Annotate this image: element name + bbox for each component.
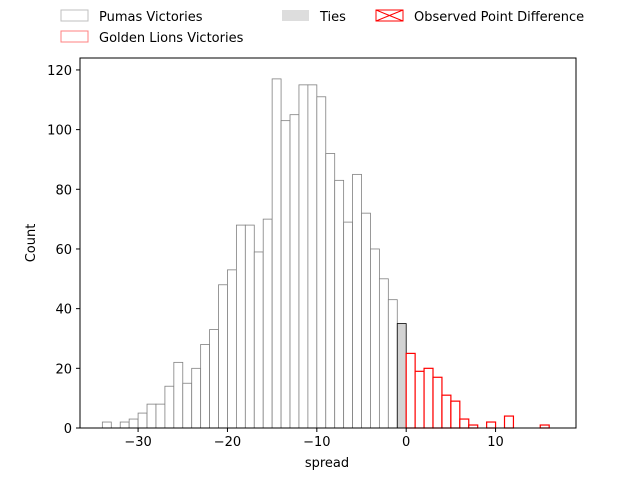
bar-pumas-victories--12 [298,84,309,429]
bar-pumas-victories--7 [343,221,353,429]
bar-pumas-victories--9 [325,153,336,429]
bar-pumas-victories--15 [271,78,282,429]
legend-swatch-ties [282,10,309,21]
y-tick-label: 100 [47,124,72,139]
bar-pumas-victories--21 [218,284,228,429]
legend-label-observed-point-difference: Observed Point Difference [414,10,584,25]
x-tick-label: −30 [124,435,151,450]
bar-pumas-victories--4 [370,248,380,429]
legend-label-pumas-victories: Pumas Victories [99,10,203,25]
bar-golden-lions-victories-5 [450,400,461,429]
bar-golden-lions-victories-9 [486,421,497,429]
legend: Pumas Victories Ties Golden Lions Victor… [60,9,584,46]
bar-pumas-victories--17 [253,251,264,429]
legend-swatch-golden-lions-victories [60,30,89,43]
bar-pumas-victories--23 [200,344,210,429]
bar-pumas-victories--5 [361,212,371,429]
bar-pumas-victories--24 [191,367,202,429]
bar-golden-lions-victories-0 [405,352,416,429]
y-tick-label: 40 [55,303,72,318]
bar-golden-lions-victories-4 [441,394,452,429]
legend-swatch-observed-point-difference [375,9,404,22]
bar-pumas-victories--6 [352,173,362,429]
bar-pumas-victories--25 [182,382,193,429]
y-tick-label: 20 [55,362,72,377]
bar-pumas-victories--13 [289,114,300,429]
bar-pumas-victories--26 [173,361,184,429]
x-tick-label: 10 [487,435,504,450]
bar-pumas-victories--29 [146,403,157,429]
bar-pumas-victories--2 [387,299,398,429]
legend-label-ties: Ties [319,10,346,25]
bar-golden-lions-victories-1 [414,370,425,429]
bar-golden-lions-victories-11 [503,415,515,429]
plot-frame [79,57,577,429]
y-tick-label: 120 [47,64,72,79]
y-axis-label: Count [24,224,39,263]
y-tick-label: 0 [64,422,72,437]
bar-pumas-victories--19 [235,224,246,429]
bar-pumas-victories--22 [209,329,219,429]
bar-pumas-victories--10 [316,96,327,429]
bars-layer [101,78,550,429]
bar-ties--1 [396,323,407,429]
bar-golden-lions-victories-3 [432,376,443,429]
bar-pumas-victories--31 [128,418,139,429]
x-tick-label: −10 [303,435,330,450]
x-tick-label: 0 [402,435,410,450]
bar-pumas-victories--11 [307,84,318,429]
bar-pumas-victories--8 [334,179,345,429]
bar-pumas-victories--30 [137,412,148,429]
bar-golden-lions-victories-2 [423,367,434,429]
bar-pumas-victories--3 [378,278,389,429]
bar-pumas-victories--18 [244,224,255,429]
bar-pumas-victories--32 [119,421,130,429]
bar-pumas-victories--34 [101,421,112,429]
bar-pumas-victories--14 [280,120,291,429]
legend-swatch-pumas-victories [60,9,89,22]
bar-pumas-victories--27 [164,385,175,429]
bar-pumas-victories--20 [227,269,237,429]
y-tick-label: 60 [55,243,72,258]
bar-pumas-victories--16 [262,218,273,429]
legend-label-golden-lions-victories: Golden Lions Victories [99,31,244,46]
bar-pumas-victories--28 [155,403,166,429]
bar-golden-lions-victories-6 [459,418,470,429]
y-tick-label: 80 [55,183,72,198]
x-axis-label: spread [305,456,349,471]
x-tick-label: −20 [214,435,241,450]
